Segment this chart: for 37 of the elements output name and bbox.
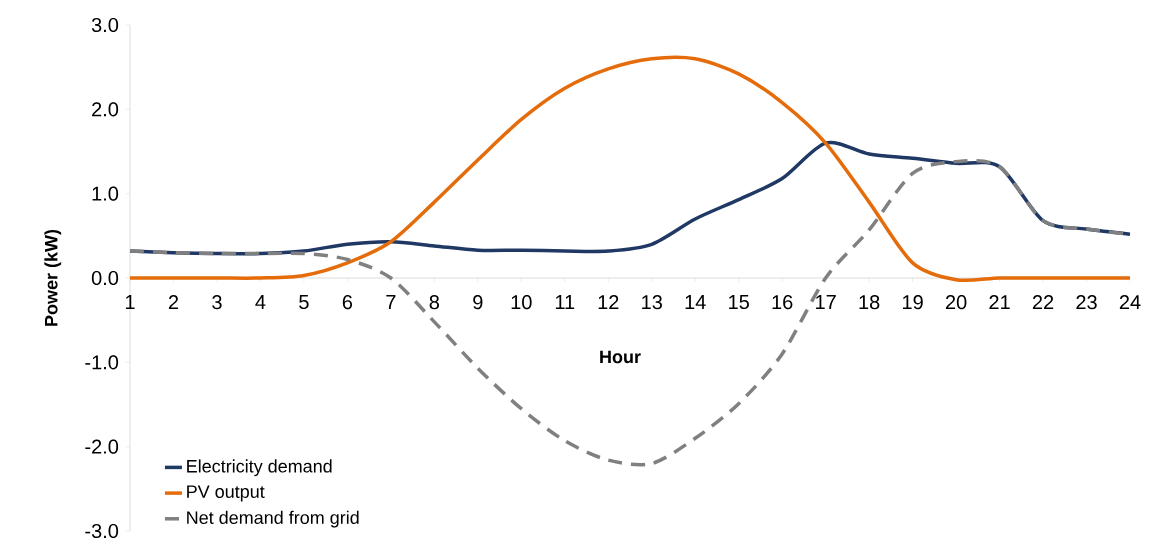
x-tick-label: 3	[212, 295, 222, 310]
x-tick-label: 22	[1032, 295, 1054, 310]
x-tick-label: 1	[125, 295, 135, 309]
x-tick-label: 20	[945, 295, 967, 310]
x-tick-label: 12	[598, 295, 619, 310]
x-tick-label: 13	[642, 295, 662, 310]
y-tick-label: 0.0	[91, 270, 119, 286]
legend-label: Electricity demand	[187, 459, 332, 477]
x-tick-label: 4	[255, 295, 266, 309]
y-tick-label: -2.0	[85, 439, 119, 454]
x-tick-label: 14	[685, 295, 706, 309]
x-tick-label: 18	[859, 295, 880, 310]
x-tick-label: 19	[903, 295, 923, 310]
x-tick-label: 24	[1119, 295, 1141, 310]
y-tick-label: -3.0	[85, 523, 119, 539]
x-tick-label: 2	[168, 295, 179, 310]
x-tick-label: 7	[386, 295, 396, 309]
y-axis-title: Power (kW)	[44, 229, 62, 326]
legend-label: PV output	[187, 485, 265, 502]
y-tick-label: 2.0	[92, 102, 119, 117]
x-tick-label: 10	[511, 295, 532, 310]
x-tick-label: 15	[729, 295, 749, 310]
legend-label: Net demand from grid	[187, 510, 359, 528]
x-tick-label: 21	[989, 295, 1010, 310]
x-tick-label: 23	[1076, 295, 1097, 310]
x-tick-label: 5	[299, 295, 309, 310]
x-tick-label: 11	[555, 295, 575, 309]
x-tick-label: 6	[342, 295, 353, 310]
x-tick-label: 9	[473, 295, 483, 310]
line-series	[128, 55, 1132, 282]
x-tick-label: 17	[816, 295, 836, 309]
x-tick-label: 16	[772, 295, 793, 310]
x-tick-label: 8	[429, 295, 440, 310]
y-tick-label: 3.0	[91, 17, 119, 33]
y-tick-label: 1.0	[92, 186, 119, 201]
y-tick-label: -1.0	[85, 355, 119, 370]
x-axis-title: Hour	[600, 350, 641, 364]
